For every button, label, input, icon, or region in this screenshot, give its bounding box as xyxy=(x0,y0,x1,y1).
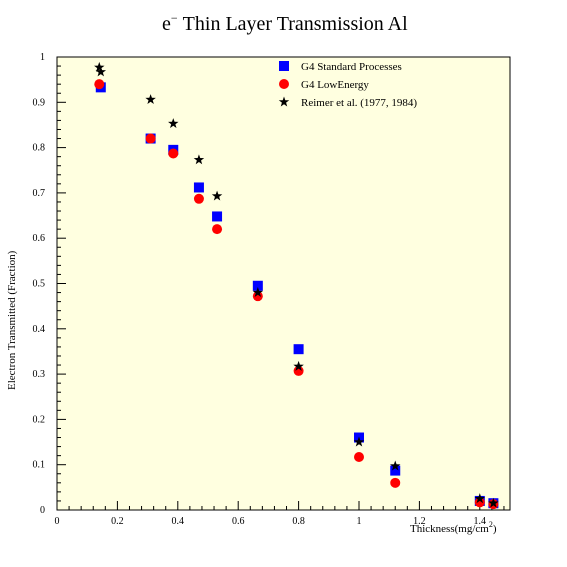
y-axis-label: Electron Transmitted (Fraction) xyxy=(6,250,18,390)
y-tick-label: 0.4 xyxy=(33,324,46,335)
x-tick-labels: 0 0.2 0.4 0.6 0.8 1 1.2 1.4 xyxy=(55,516,487,527)
x-tick-label: 0 xyxy=(55,516,60,527)
chart-title: e− Thin Layer Transmission Al xyxy=(162,11,408,35)
y-tick-label: 0.5 xyxy=(33,279,46,290)
data-point-square xyxy=(293,344,304,355)
x-tick-label: 1.4 xyxy=(474,516,487,527)
data-point-star xyxy=(488,497,499,508)
legend-marker-star xyxy=(278,96,290,107)
y-tick-label: 0.8 xyxy=(33,143,46,154)
data-point-star xyxy=(293,360,304,371)
legend-marker-square xyxy=(279,61,289,71)
axis-ticks xyxy=(56,56,505,511)
legend-label: G4 LowEnergy xyxy=(301,79,369,91)
y-tick-label: 0.7 xyxy=(33,188,46,199)
data-point-circle xyxy=(390,477,401,488)
data-point-star xyxy=(145,94,156,105)
data-point-square xyxy=(193,182,204,193)
data-point-circle xyxy=(193,193,204,204)
data-point-circle xyxy=(354,451,364,462)
data-series xyxy=(94,61,499,510)
data-point-circle xyxy=(474,497,485,508)
legend-label: G4 Standard Processes xyxy=(301,61,402,73)
data-point-star xyxy=(252,287,264,298)
data-point-circle xyxy=(145,133,156,144)
data-point-square xyxy=(212,211,223,222)
data-point-circle xyxy=(252,291,263,302)
data-point-circle xyxy=(212,224,223,235)
plot-area xyxy=(56,56,511,511)
y-tick-label: 0.3 xyxy=(33,369,46,380)
y-tick-label: 0 xyxy=(40,505,45,516)
x-tick-label: 0.2 xyxy=(111,516,124,527)
data-point-star xyxy=(168,118,179,129)
data-point-star xyxy=(211,190,223,201)
series-star xyxy=(94,61,499,508)
data-point-circle xyxy=(168,148,179,159)
y-tick-label: 0.6 xyxy=(33,233,46,244)
y-tick-label: 0.1 xyxy=(33,460,46,471)
x-tick-label: 0.8 xyxy=(292,516,305,527)
data-point-star xyxy=(474,493,486,504)
y-tick-label: 0.9 xyxy=(33,97,46,108)
x-tick-label: 0.6 xyxy=(232,516,245,527)
data-point-circle xyxy=(94,79,105,90)
data-point-star xyxy=(94,61,105,72)
legend: G4 Standard Processes G4 LowEnergy Reimer … xyxy=(278,61,417,109)
series-circle xyxy=(94,79,499,510)
x-tick-label: 1 xyxy=(357,516,362,527)
y-tick-label: 0.2 xyxy=(33,414,46,425)
data-point-star xyxy=(390,460,401,471)
data-point-square xyxy=(252,280,263,291)
x-tick-label: 1.2 xyxy=(413,516,426,527)
x-axis-label: Thickness(mg/cm2) xyxy=(410,520,497,535)
y-tick-labels: 0 0.1 0.2 0.3 0.4 0.5 0.6 0.7 0.8 0.9 1 xyxy=(33,52,46,516)
y-tick-label: 1 xyxy=(40,52,45,63)
data-point-circle xyxy=(293,365,304,376)
legend-label: Reimer et al. (1977, 1984) xyxy=(301,97,417,109)
data-point-star xyxy=(353,436,365,447)
legend-marker-circle xyxy=(279,79,289,89)
x-tick-label: 0.4 xyxy=(172,516,185,527)
data-point-square xyxy=(390,465,401,476)
data-point-star xyxy=(193,154,205,165)
data-point-star xyxy=(95,66,107,77)
